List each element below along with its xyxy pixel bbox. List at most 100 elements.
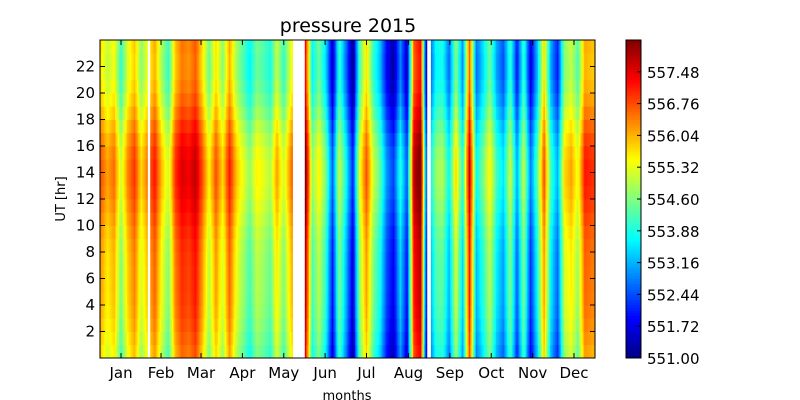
heatmap-cell <box>162 66 165 81</box>
heatmap-cell <box>140 132 143 147</box>
heatmap-cell <box>114 291 117 306</box>
heatmap-cell <box>163 53 166 67</box>
heatmap-cell <box>101 212 104 226</box>
heatmap-cell <box>170 331 173 346</box>
heatmap-cell <box>120 106 123 120</box>
heatmap-cell <box>118 146 121 160</box>
heatmap-cell <box>110 66 113 81</box>
heatmap-cell <box>169 146 171 160</box>
heatmap-cell <box>144 265 147 279</box>
heatmap-cell <box>144 212 147 226</box>
heatmap-cell <box>112 119 114 134</box>
heatmap-cell <box>139 305 142 319</box>
heatmap-plot-area <box>100 40 596 359</box>
heatmap-cell <box>151 132 154 147</box>
heatmap-cell <box>133 252 136 266</box>
heatmap-cell <box>154 146 157 160</box>
heatmap-cell <box>139 53 142 67</box>
heatmap-cell <box>118 344 121 359</box>
heatmap-cell <box>112 66 114 81</box>
heatmap-cell <box>112 159 114 173</box>
heatmap-cell <box>121 106 124 120</box>
heatmap-cell <box>125 291 128 306</box>
heatmap-cell <box>159 172 162 187</box>
heatmap-cell <box>142 53 144 67</box>
heatmap-cell <box>173 331 175 346</box>
heatmap-cell <box>146 265 148 279</box>
heatmap-cell <box>101 40 104 54</box>
heatmap-cell <box>128 132 131 147</box>
heatmap-cell <box>117 40 120 54</box>
heatmap-cell <box>124 40 127 54</box>
heatmap-cell <box>128 225 131 240</box>
heatmap-cell <box>169 199 171 213</box>
heatmap-cell <box>105 225 108 240</box>
heatmap-cell <box>146 291 148 306</box>
heatmap-cell <box>161 79 163 94</box>
heatmap-cell <box>102 106 105 120</box>
heatmap-cell <box>117 252 120 266</box>
heatmap-cell <box>109 318 112 332</box>
heatmap-cell <box>114 53 117 67</box>
heatmap-cell <box>150 225 152 240</box>
heatmap-cell <box>156 106 159 120</box>
heatmap-cell <box>124 344 127 359</box>
heatmap-cell <box>135 305 138 319</box>
heatmap-cell <box>106 172 109 187</box>
heatmap-cell <box>136 199 139 213</box>
heatmap-cell <box>158 132 161 147</box>
heatmap-cell <box>102 40 105 54</box>
heatmap-cell <box>121 66 124 81</box>
heatmap-cell <box>117 119 120 134</box>
heatmap-cell <box>140 185 143 200</box>
heatmap-cell <box>100 278 102 293</box>
heatmap-cell <box>110 172 113 187</box>
heatmap-cell <box>146 132 148 147</box>
heatmap-cell <box>114 106 117 120</box>
heatmap-cell <box>166 185 169 200</box>
heatmap-cell <box>129 225 132 240</box>
heatmap-cell <box>151 265 154 279</box>
heatmap-cell <box>124 318 127 332</box>
heatmap-cell <box>123 344 125 359</box>
heatmap-cell <box>291 79 293 94</box>
heatmap-cell <box>131 106 133 120</box>
heatmap-cell <box>104 344 106 359</box>
heatmap-cell <box>162 79 165 94</box>
heatmap-cell <box>132 212 135 226</box>
heatmap-cell <box>152 93 155 107</box>
heatmap-cell <box>159 278 162 293</box>
heatmap-cell <box>120 132 123 147</box>
heatmap-cell <box>144 66 147 81</box>
heatmap-cell <box>112 199 114 213</box>
heatmap-cell <box>123 305 125 319</box>
heatmap-cell <box>121 146 124 160</box>
heatmap-cell <box>170 132 173 147</box>
heatmap-cell <box>112 53 114 67</box>
heatmap-cell <box>104 106 106 120</box>
heatmap-cell <box>109 159 112 173</box>
heatmap-cell <box>143 93 146 107</box>
heatmap-cell <box>114 225 117 240</box>
heatmap-cell <box>101 119 104 134</box>
heatmap-cell <box>140 305 143 319</box>
heatmap-cell <box>146 252 148 266</box>
heatmap-cell <box>146 238 148 253</box>
heatmap-cell <box>124 199 127 213</box>
heatmap-cell <box>166 252 169 266</box>
heatmap-cell <box>125 225 128 240</box>
heatmap-cell <box>114 159 117 173</box>
heatmap-cell <box>161 199 163 213</box>
heatmap-cell <box>104 185 106 200</box>
heatmap-cell <box>135 225 138 240</box>
heatmap-cell <box>131 238 133 253</box>
heatmap-cell <box>163 159 166 173</box>
heatmap-cell <box>155 79 158 94</box>
heatmap-cell <box>161 93 163 107</box>
heatmap-cell <box>116 331 119 346</box>
heatmap-cell <box>101 265 104 279</box>
heatmap-cell <box>104 159 106 173</box>
heatmap-cell <box>116 265 119 279</box>
heatmap-cell <box>170 265 173 279</box>
heatmap-cell <box>118 185 121 200</box>
